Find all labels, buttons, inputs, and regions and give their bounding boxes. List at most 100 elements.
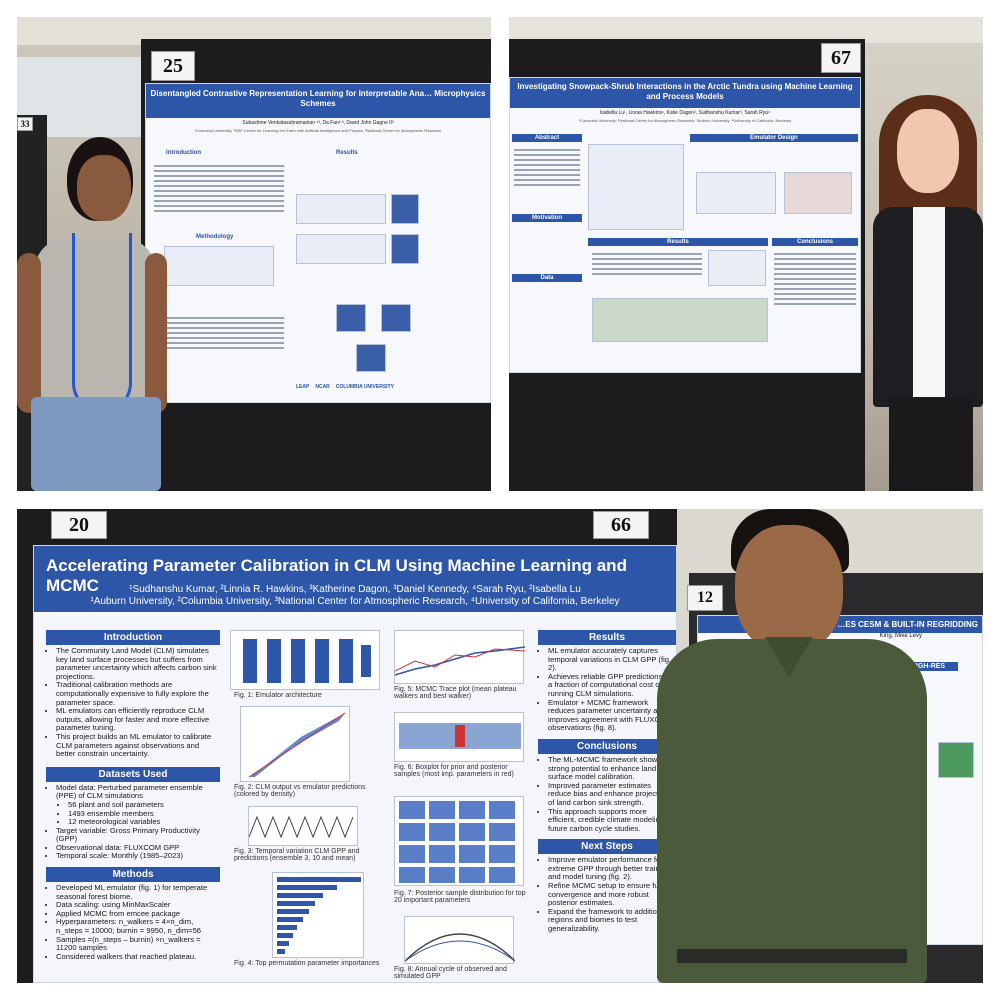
intro-text-lines (154, 162, 284, 215)
poster-affiliations: ¹Auburn University, ²Columbia University… (34, 596, 676, 612)
annual-cycle-plot (404, 933, 516, 962)
next-steps-item: Refine MCMC setup to ensure full converg… (548, 881, 676, 908)
board-number-tag: 67 (821, 43, 861, 73)
board-number-tag-left: 20 (51, 511, 107, 539)
blazer-left (873, 207, 913, 407)
conclusion-lines (774, 250, 856, 308)
face (735, 525, 843, 653)
introduction-item: This project builds an ML emulator to ca… (56, 732, 220, 759)
results-heading: Results (538, 630, 676, 645)
board-number-tag-right: 66 (593, 511, 649, 539)
introduction-heading: Introduction (46, 630, 220, 645)
fig2-caption: Fig. 2: CLM output vs emulator predictio… (234, 784, 366, 798)
fig2-scatter (240, 706, 350, 782)
poster-logos: LEAP NCAR COLUMBIA UNIVERSITY (296, 384, 394, 390)
datasets-item: 1493 ensemble members (68, 809, 220, 819)
poster-affiliations: ¹Columbia University; ²National Center f… (578, 118, 792, 123)
white-blouse (909, 207, 949, 407)
section-motivation: Motivation (512, 214, 582, 222)
belt (677, 949, 907, 963)
section-methodology: Methodology (196, 234, 234, 240)
datasets-item: Observational data: FLUXCOM GPP (56, 843, 220, 853)
methods-item: Data scaling: using MinMaxScaler (56, 901, 220, 910)
conclusions-item: The ML-MCMC framework shows strong poten… (548, 755, 676, 782)
results-plot (708, 250, 766, 286)
blazer-right (945, 207, 983, 407)
results-bar-5 (356, 344, 386, 372)
section-emulator-design: Emulator Design (690, 134, 858, 142)
poster: Investigating Snowpack-Shrub Interaction… (509, 77, 861, 373)
side-number-tag: 12 (687, 585, 723, 611)
scatter-plot (248, 712, 346, 778)
methodology-figure (588, 144, 684, 230)
fig4-importance (272, 872, 364, 958)
methods-item: Hyperparameters: n_walkers = 4×n_dim, n_… (56, 918, 220, 935)
fig6-caption: Fig. 6: Boxplot for prior and posterior … (394, 764, 514, 778)
section-introduction: Introduction (166, 150, 201, 156)
fig3-timeseries (248, 806, 358, 846)
datasets-item: 56 plant and soil parameters (68, 800, 220, 810)
right-arm (145, 253, 167, 413)
results-item: ML emulator accurately captures temporal… (548, 646, 676, 673)
green-shirt (657, 639, 927, 983)
results-item: Achieves reliable GPP predictions at a f… (548, 672, 676, 699)
fig6-boxplot (394, 712, 524, 762)
ceiling (509, 17, 983, 43)
photo-top-right: 67 Investigating Snowpack-Shrub Interact… (509, 17, 983, 491)
poster-title: Investigating Snowpack-Shrub Interaction… (510, 78, 860, 108)
poster-authors: ¹Sudhanshu Kumar, ²Linnia R. Hawkins, ³K… (34, 582, 676, 596)
introduction-item: Traditional calibration methods are comp… (56, 681, 220, 707)
results-figure-1 (296, 194, 386, 224)
fig5-caption: Fig. 5: MCMC Trace plot (mean plateau wa… (394, 686, 517, 700)
abstract-lines (514, 146, 580, 189)
introduction-item: ML emulators can efficiently reproduce C… (56, 706, 220, 733)
fig1-caption: Fig. 1: Emulator architecture (234, 692, 322, 699)
results-lines (592, 250, 702, 278)
logo-leap: LEAP (296, 384, 310, 390)
emulator-table (784, 172, 852, 214)
results-list: ML emulator accurately captures temporal… (538, 646, 676, 733)
section-results: Results (336, 150, 358, 156)
importance-bars (277, 877, 361, 954)
results-figure-2 (296, 234, 386, 264)
next-steps-heading: Next Steps (538, 839, 676, 855)
left-arm (17, 253, 41, 413)
section-results: Results (588, 238, 768, 246)
fig8-caption: Fig. 8: Annual cycle of observed and sim… (394, 966, 507, 980)
datasets-item: Temporal scale: Monthly (1985–2023) (56, 852, 220, 861)
methods-heading: Methods (46, 867, 220, 883)
fig7-posterior (394, 796, 524, 886)
methods-item: Considered walkers that reached plateau. (56, 952, 220, 962)
poster-authors: Subashree Venkatasubramanian ¹³, Da Fan²… (242, 120, 394, 126)
section-conclusions: Conclusions (772, 238, 858, 246)
method-text-lines (154, 314, 284, 352)
side-number-tag: 33 (17, 117, 33, 131)
photo-top-left: 33 25 Disentangled Contrastive Represent… (17, 17, 491, 491)
fig5-trace (394, 630, 526, 684)
grey-shirt (35, 239, 155, 409)
conclusions-heading: Conclusions (538, 738, 676, 754)
method-figure (164, 246, 274, 286)
section-data: Data (512, 274, 582, 282)
results-bar-1 (391, 194, 419, 224)
conclusions-item: Improved parameter estimates reduce bias… (548, 781, 676, 808)
methods-item: Developed ML emulator (fig. 1) for tempe… (56, 883, 220, 901)
fig3-caption: Fig. 3: Temporal variation CLM GPP and p… (234, 848, 360, 862)
side-poster-map (938, 742, 974, 778)
results-maps (592, 298, 768, 342)
fig4-caption: Fig. 4: Top permutation parameter import… (234, 960, 380, 967)
introduction-list: The Community Land Model (CLM) simulates… (46, 646, 220, 759)
trace-plot (394, 646, 526, 676)
boxplot (399, 723, 521, 749)
timeseries-plot (248, 815, 354, 839)
poster-title: Disentangled Contrastive Representation … (146, 84, 490, 118)
fig1-architecture (230, 630, 380, 690)
results-bar-4 (381, 304, 411, 332)
results-item: Emulator + MCMC framework reduces parame… (548, 698, 676, 733)
methods-list: Developed ML emulator (fig. 1) for tempe… (46, 883, 220, 962)
poster-affiliations: ¹Columbia University, ²NSF Center for Le… (194, 128, 442, 133)
board-number-tag: 25 (151, 51, 195, 81)
jeans (31, 397, 161, 491)
poster: Accelerating Parameter Calibration in CL… (33, 545, 677, 983)
